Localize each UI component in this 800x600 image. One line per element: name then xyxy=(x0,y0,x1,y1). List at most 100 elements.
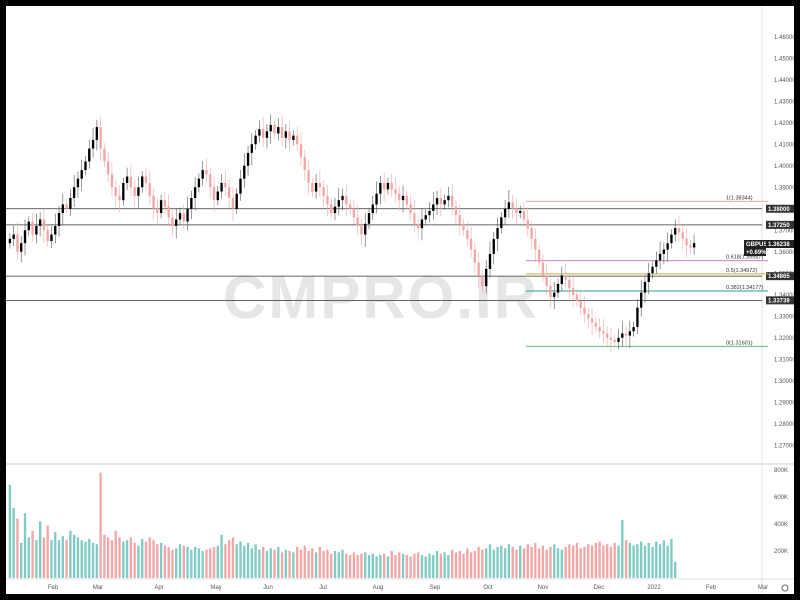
candle-body[interactable] xyxy=(129,176,133,188)
candle-body[interactable] xyxy=(243,165,246,179)
candle-body[interactable] xyxy=(643,281,647,293)
candle-body[interactable] xyxy=(466,230,469,239)
candle-body[interactable] xyxy=(594,322,597,327)
candle-body[interactable] xyxy=(8,238,12,244)
candle-body[interactable] xyxy=(386,182,390,190)
candle-body[interactable] xyxy=(401,195,405,201)
candle-body[interactable] xyxy=(345,195,348,205)
candle-body[interactable] xyxy=(655,260,658,267)
candle-body[interactable] xyxy=(651,266,654,274)
candle-body[interactable] xyxy=(428,210,431,216)
candle-body[interactable] xyxy=(42,219,46,231)
candle-body[interactable] xyxy=(330,204,333,214)
candle-body[interactable] xyxy=(560,275,563,284)
candle-body[interactable] xyxy=(296,135,299,145)
candle-body[interactable] xyxy=(469,238,473,250)
candle-body[interactable] xyxy=(481,275,484,287)
candle-body[interactable] xyxy=(636,307,639,327)
candle-body[interactable] xyxy=(284,131,288,138)
candle-body[interactable] xyxy=(571,288,575,295)
candle-body[interactable] xyxy=(677,228,681,233)
candle-body[interactable] xyxy=(182,213,185,222)
candle-body[interactable] xyxy=(216,191,219,201)
candle-body[interactable] xyxy=(462,223,465,231)
candle-body[interactable] xyxy=(118,195,121,201)
candle-body[interactable] xyxy=(356,217,359,226)
candle-body[interactable] xyxy=(254,135,257,145)
candle-body[interactable] xyxy=(16,234,19,252)
candle-body[interactable] xyxy=(432,204,435,211)
candle-body[interactable] xyxy=(379,182,382,194)
candle-body[interactable] xyxy=(292,135,295,140)
candle-body[interactable] xyxy=(84,161,87,171)
candle-body[interactable] xyxy=(23,230,27,244)
candle-body[interactable] xyxy=(541,262,545,276)
candle-body[interactable] xyxy=(583,307,586,315)
candle-body[interactable] xyxy=(303,157,306,171)
candle-body[interactable] xyxy=(674,228,677,235)
candle-body[interactable] xyxy=(443,200,446,205)
candle-body[interactable] xyxy=(144,176,148,183)
candle-body[interactable] xyxy=(367,213,371,224)
candle-body[interactable] xyxy=(220,182,223,192)
candle-body[interactable] xyxy=(549,286,552,297)
candle-body[interactable] xyxy=(72,187,76,198)
candle-body[interactable] xyxy=(133,187,136,196)
candle-body[interactable] xyxy=(107,161,110,175)
candle-body[interactable] xyxy=(685,238,688,246)
candle-body[interactable] xyxy=(250,144,253,153)
candle-body[interactable] xyxy=(322,187,325,196)
candle-body[interactable] xyxy=(485,268,488,287)
candle-body[interactable] xyxy=(235,193,238,209)
candle-body[interactable] xyxy=(35,225,38,235)
candle-body[interactable] xyxy=(394,189,397,194)
candle-body[interactable] xyxy=(156,208,159,214)
candle-body[interactable] xyxy=(556,284,560,293)
candle-body[interactable] xyxy=(692,243,696,248)
candle-body[interactable] xyxy=(261,129,265,138)
candle-body[interactable] xyxy=(537,249,541,263)
candle-body[interactable] xyxy=(605,333,609,338)
candle-body[interactable] xyxy=(152,195,155,209)
candle-body[interactable] xyxy=(318,182,322,188)
candle-body[interactable] xyxy=(451,195,454,207)
candle-body[interactable] xyxy=(88,148,91,162)
candle-body[interactable] xyxy=(103,148,106,162)
candle-body[interactable] xyxy=(31,221,34,235)
candle-body[interactable] xyxy=(624,333,628,336)
candle-body[interactable] xyxy=(190,198,193,209)
candle-body[interactable] xyxy=(175,219,178,226)
candle-body[interactable] xyxy=(681,232,684,239)
candle-body[interactable] xyxy=(458,215,461,224)
candle-body[interactable] xyxy=(167,206,170,218)
candle-body[interactable] xyxy=(545,275,548,287)
candle-body[interactable] xyxy=(515,208,518,214)
candle-body[interactable] xyxy=(621,333,624,338)
candle-body[interactable] xyxy=(201,170,204,179)
candle-body[interactable] xyxy=(171,217,174,226)
candle-body[interactable] xyxy=(579,301,582,308)
candle-body[interactable] xyxy=(110,174,114,188)
candle-body[interactable] xyxy=(159,200,163,214)
candle-body[interactable] xyxy=(125,176,129,183)
candle-body[interactable] xyxy=(178,213,182,220)
candle-body[interactable] xyxy=(488,253,492,269)
time-axis[interactable]: Feb Mar Apr May Jun Jul Aug Sep Oct Nov Dec 2022 Feb… xyxy=(48,585,768,591)
candle-body[interactable] xyxy=(409,204,412,214)
candle-body[interactable] xyxy=(420,219,424,229)
candle-body[interactable] xyxy=(20,243,23,252)
candle-body[interactable] xyxy=(38,219,42,226)
candle-body[interactable] xyxy=(239,178,242,194)
candle-body[interactable] xyxy=(76,178,80,188)
candle-body[interactable] xyxy=(522,210,526,220)
candle-body[interactable] xyxy=(277,127,280,134)
candle-body[interactable] xyxy=(209,174,212,188)
candle-body[interactable] xyxy=(348,204,352,209)
candle-body[interactable] xyxy=(454,206,458,216)
candle-body[interactable] xyxy=(265,131,269,138)
candle-body[interactable] xyxy=(197,178,201,188)
candle-body[interactable] xyxy=(405,195,408,205)
candle-body[interactable] xyxy=(54,225,57,235)
candle-body[interactable] xyxy=(647,273,650,282)
candle-body[interactable] xyxy=(492,238,495,254)
